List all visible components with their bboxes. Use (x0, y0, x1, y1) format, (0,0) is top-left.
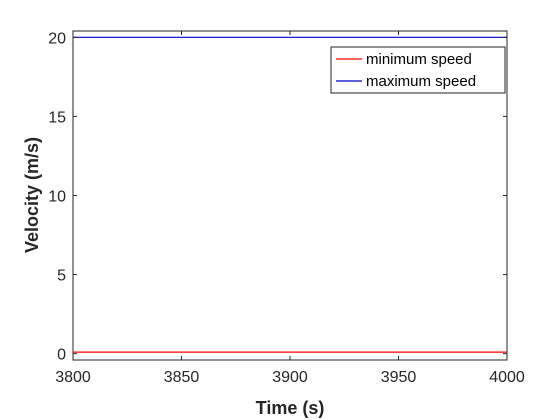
x-tick-label-1: 3850 (164, 369, 200, 386)
legend: minimum speed maximum speed (330, 46, 506, 94)
x-axis-label: Time (s) (256, 398, 325, 418)
legend-box (330, 46, 506, 94)
y-tick-label-1: 5 (57, 268, 66, 285)
y-tick-label-4: 20 (48, 30, 66, 47)
x-tick-label-3: 3950 (381, 369, 417, 386)
y-tick-label-3: 15 (48, 109, 66, 126)
legend-label-minimum-speed: minimum speed (366, 51, 472, 68)
x-tick-label-2: 3900 (272, 369, 308, 386)
y-tick-label-2: 10 (48, 189, 66, 206)
series-layer (73, 36, 507, 353)
y-axis-label: Velocity (m/s) (22, 137, 42, 253)
x-tick-label-4: 4000 (489, 369, 525, 386)
tick-layer: 3800 3850 3900 3950 4000 0 5 10 15 20 (48, 30, 525, 386)
legend-label-maximum-speed: maximum speed (366, 73, 476, 90)
y-tick-label-0: 0 (57, 347, 66, 364)
x-tick-label-0: 3800 (55, 369, 91, 386)
